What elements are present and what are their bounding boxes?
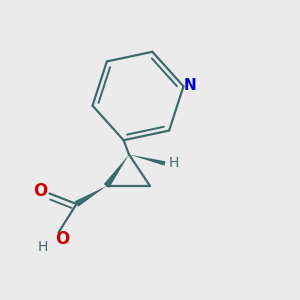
Text: N: N [184,78,196,93]
Text: O: O [55,230,69,248]
Polygon shape [75,186,106,207]
Polygon shape [129,154,166,166]
Text: H: H [38,240,48,254]
Text: H: H [168,156,178,170]
Polygon shape [104,154,129,188]
Text: O: O [33,182,47,200]
